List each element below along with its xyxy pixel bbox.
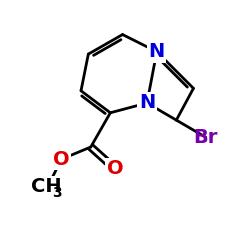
Text: CH: CH: [32, 176, 62, 196]
Text: 3: 3: [52, 186, 62, 200]
Text: O: O: [53, 150, 70, 169]
Text: O: O: [107, 160, 124, 178]
Text: N: N: [149, 42, 165, 61]
Text: N: N: [139, 94, 155, 112]
Text: Br: Br: [194, 128, 218, 147]
